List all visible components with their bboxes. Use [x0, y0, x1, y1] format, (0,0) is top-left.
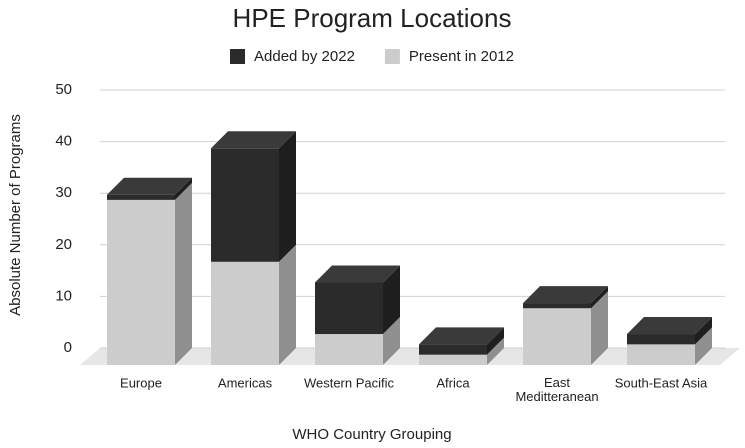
- bar-segment: [107, 199, 175, 365]
- bar-side: [591, 286, 608, 309]
- bar-segment: [523, 308, 591, 365]
- bar-segment: [523, 303, 591, 309]
- x-tick-label: Americas: [218, 375, 273, 390]
- x-tick-label: East Meditteranean: [515, 375, 598, 404]
- bar-side: [175, 177, 192, 200]
- bar-side: [279, 131, 296, 262]
- bar-side: [383, 317, 400, 365]
- bar-top: [211, 131, 296, 149]
- bar-segment: [419, 344, 487, 355]
- y-tick-label: 0: [64, 339, 72, 356]
- y-tick-label: 10: [55, 287, 72, 304]
- x-tick-label: Europe: [120, 375, 162, 390]
- bar-top: [523, 286, 608, 304]
- bar-segment: [627, 334, 695, 345]
- bar-segment: [315, 282, 383, 335]
- x-axis-label: WHO Country Grouping: [292, 426, 451, 443]
- bar-segment: [627, 344, 695, 365]
- legend-swatch: [384, 49, 400, 64]
- legend-label: Present in 2012: [409, 48, 514, 65]
- legend-label: Added by 2022: [254, 48, 355, 65]
- bar-top: [107, 177, 192, 195]
- bar-side: [487, 327, 504, 355]
- bar-side: [175, 182, 192, 365]
- bar-segment: [315, 334, 383, 365]
- bar-side: [591, 291, 608, 365]
- bar-segment: [107, 194, 175, 200]
- y-tick-label: 30: [55, 184, 72, 201]
- legend-swatch: [230, 49, 245, 64]
- y-tick-label: 20: [55, 236, 72, 253]
- bar-side: [695, 317, 712, 345]
- chart-title: HPE Program Locations: [233, 3, 512, 33]
- x-tick-label: Western Pacific: [304, 375, 395, 390]
- bar-top: [419, 327, 504, 345]
- bar-side: [383, 265, 400, 335]
- bar-segment: [211, 148, 279, 262]
- bar-top: [627, 317, 712, 335]
- bar-side: [695, 327, 712, 365]
- bar-segment: [419, 354, 487, 365]
- y-tick-label: 40: [55, 133, 72, 150]
- bar-segment: [211, 261, 279, 365]
- x-tick-label: Africa: [436, 375, 470, 390]
- bar-side: [487, 337, 504, 365]
- x-tick-label: South-East Asia: [615, 375, 708, 390]
- bar-side: [279, 244, 296, 365]
- bar-top: [315, 265, 400, 283]
- y-axis-label: Absolute Number of Programs: [7, 114, 24, 316]
- y-tick-label: 50: [55, 81, 72, 98]
